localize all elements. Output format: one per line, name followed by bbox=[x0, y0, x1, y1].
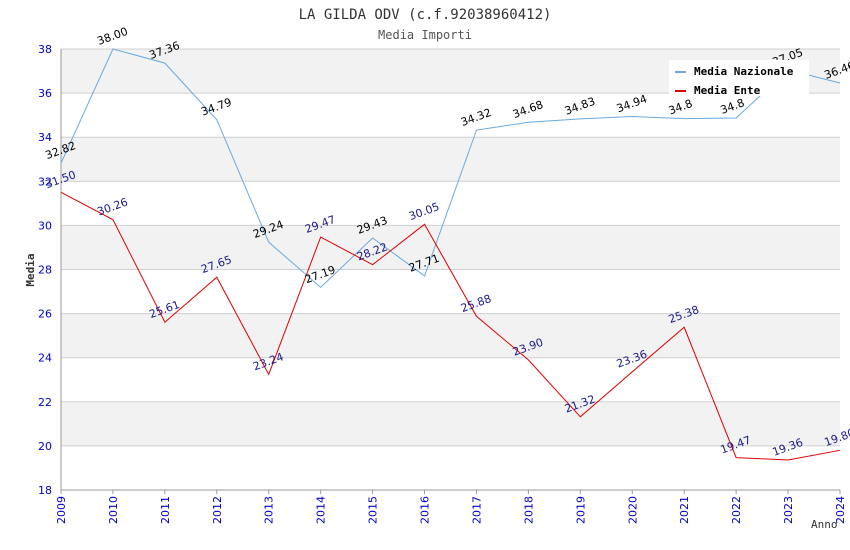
y-tick-label: 38 bbox=[38, 43, 52, 56]
y-axis-label: Media bbox=[24, 253, 37, 286]
x-tick-label: 2018 bbox=[522, 496, 535, 524]
y-tick-label: 36 bbox=[38, 87, 52, 100]
x-tick-label: 2012 bbox=[211, 496, 224, 524]
y-tick-label: 34 bbox=[38, 131, 52, 144]
x-tick-label: 2023 bbox=[782, 496, 795, 524]
data-label: 30.26 bbox=[96, 195, 130, 218]
grid-band bbox=[61, 225, 840, 270]
background-bands bbox=[61, 49, 840, 446]
y-tick-label: 26 bbox=[38, 308, 52, 321]
x-tick-label: 2013 bbox=[263, 496, 276, 524]
y-tick-label: 22 bbox=[38, 396, 52, 409]
x-tick-label: 2014 bbox=[315, 496, 328, 524]
y-tick-label: 28 bbox=[38, 264, 52, 277]
grid-band bbox=[61, 137, 840, 182]
chart-title: LA GILDA ODV (c.f.92038960412) bbox=[299, 7, 552, 23]
series-line-nazionale bbox=[60, 48, 841, 289]
legend-box bbox=[669, 60, 809, 96]
data-label: 38.00 bbox=[96, 25, 130, 48]
legend: Media Nazionale Media Ente bbox=[669, 60, 809, 97]
y-tick-label: 24 bbox=[38, 352, 52, 365]
x-tick-label: 2024 bbox=[834, 496, 847, 524]
x-tick-labels: 2009 2010 2011 2012 2013 2014 2015 2016 2017 2018… bbox=[55, 496, 847, 524]
data-label: 34.8 bbox=[719, 96, 746, 117]
x-tick-label: 2015 bbox=[367, 496, 380, 524]
y-tick-label: 30 bbox=[38, 219, 52, 232]
y-tick-label: 32 bbox=[38, 175, 52, 188]
x-tick-label: 2009 bbox=[55, 496, 68, 524]
grid-band bbox=[61, 401, 840, 446]
data-label: 34.83 bbox=[563, 95, 597, 118]
x-tick-label: 2020 bbox=[626, 496, 639, 524]
axes bbox=[60, 49, 841, 494]
y-tick-labels: 18 20 22 24 26 28 30 32 34 36 38 bbox=[38, 43, 52, 497]
data-label: 30.05 bbox=[407, 200, 441, 223]
chart-subtitle: Media Importi bbox=[378, 28, 472, 42]
y-tick-label: 18 bbox=[38, 484, 52, 497]
data-label: 34.68 bbox=[511, 98, 545, 121]
x-tick-label: 2022 bbox=[730, 496, 743, 524]
legend-label-nazionale: Media Nazionale bbox=[694, 65, 794, 78]
series-lines bbox=[60, 48, 841, 461]
data-label: 34.79 bbox=[199, 96, 233, 119]
data-label: 25.88 bbox=[459, 292, 493, 315]
x-axis-label: Anno bbox=[811, 518, 838, 531]
legend-label-ente: Media Ente bbox=[694, 84, 761, 97]
grid-band bbox=[61, 313, 840, 358]
x-tick-label: 2011 bbox=[159, 496, 172, 524]
series-line-ente bbox=[60, 191, 841, 461]
x-tick-label: 2010 bbox=[107, 496, 120, 524]
x-tick-label: 2016 bbox=[419, 496, 432, 524]
grid-lines bbox=[61, 48, 840, 491]
x-tick-label: 2019 bbox=[574, 496, 587, 524]
x-tick-label: 2017 bbox=[470, 496, 483, 524]
y-tick-label: 20 bbox=[38, 440, 52, 453]
data-label: 34.8 bbox=[667, 97, 694, 118]
data-label: 34.94 bbox=[615, 92, 649, 115]
data-label: 34.32 bbox=[459, 106, 493, 129]
x-tick-label: 2021 bbox=[678, 496, 691, 524]
